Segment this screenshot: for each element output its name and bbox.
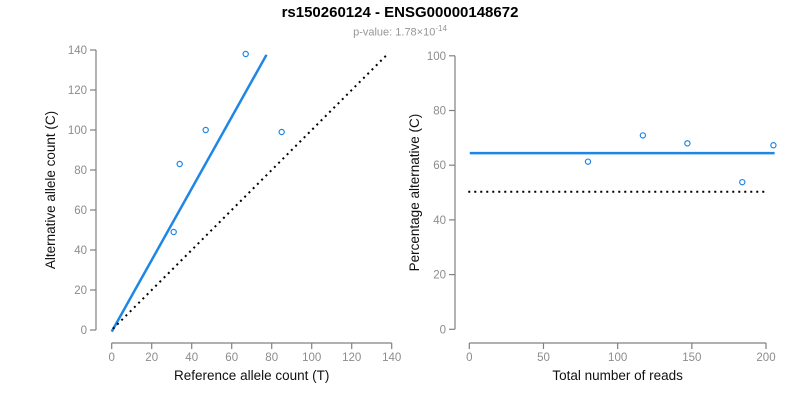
y-tick-label: 80 <box>433 106 446 118</box>
y-tick-label: 40 <box>433 215 446 227</box>
data-point <box>770 142 777 149</box>
y-tick-label: 100 <box>427 51 446 63</box>
fit-line <box>110 54 268 333</box>
data-point <box>739 178 746 186</box>
y-tick-label: 120 <box>68 85 87 97</box>
x-tick-label: 0 <box>108 352 114 364</box>
y-tick-label: 20 <box>74 285 87 297</box>
y-tick-label: 40 <box>74 245 87 257</box>
x-tick-label: 140 <box>382 352 401 364</box>
y-tick-label: 0 <box>81 325 87 337</box>
identity-line <box>112 53 389 330</box>
x-tick-label: 150 <box>682 352 701 364</box>
y-axis-title: Alternative allele count (C) <box>43 111 58 269</box>
y-tick-label: 0 <box>440 324 446 336</box>
x-tick-label: 100 <box>302 352 321 364</box>
figure-subtitle: p-value: 1.78×10-14 <box>0 24 800 39</box>
data-point <box>639 132 647 139</box>
data-point <box>584 158 592 165</box>
data-point <box>684 140 691 147</box>
x-tick-label: 200 <box>756 352 775 364</box>
y-tick-label: 60 <box>433 160 446 172</box>
y-axis-title: Percentage alternative (C) <box>407 114 422 272</box>
y-tick-label: 60 <box>74 205 87 217</box>
x-axis-title: Total number of reads <box>552 368 683 383</box>
x-tick-label: 120 <box>342 352 361 364</box>
pvalue-exponent: -14 <box>435 24 447 33</box>
figure-title: rs150260124 - ENSG00000148672 <box>281 4 519 21</box>
x-tick-label: 20 <box>145 352 158 364</box>
y-tick-label: 100 <box>68 125 87 137</box>
x-tick-label: 50 <box>537 352 550 364</box>
x-axis-title: Reference allele count (T) <box>174 368 329 383</box>
pvalue-text: p-value: 1.78×10 <box>353 26 436 39</box>
x-tick-label: 0 <box>466 352 472 364</box>
x-tick-label: 60 <box>225 352 238 364</box>
data-point <box>170 228 177 236</box>
x-tick-label: 100 <box>608 352 627 364</box>
y-tick-label: 20 <box>433 270 446 282</box>
x-tick-label: 40 <box>185 352 198 364</box>
data-point <box>202 126 209 134</box>
data-point <box>278 128 285 136</box>
data-point <box>176 160 183 168</box>
y-tick-label: 80 <box>74 165 87 177</box>
x-tick-label: 80 <box>265 352 278 364</box>
data-point <box>242 50 249 58</box>
y-tick-label: 140 <box>68 45 87 57</box>
